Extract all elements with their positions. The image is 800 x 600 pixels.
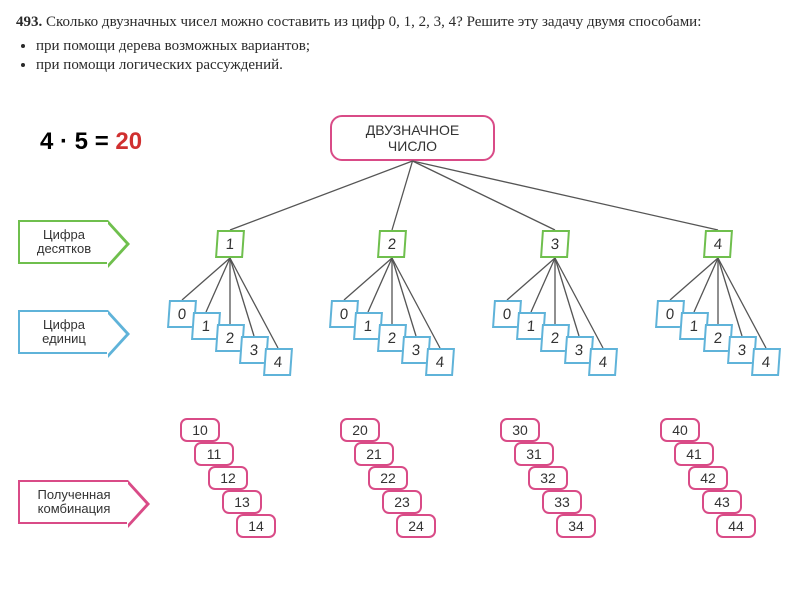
label-tens-text: Цифра десятков (24, 228, 104, 257)
calc-lhs: 4 · 5 = (40, 128, 109, 155)
result-box: 40 (660, 418, 700, 442)
bullet-item: при помощи логических рассуждений. (36, 57, 784, 74)
tens-digit-box: 1 (215, 230, 245, 258)
problem-text: Сколько двузначных чисел можно составить… (46, 14, 701, 30)
result-box: 41 (674, 442, 714, 466)
result-box: 14 (236, 514, 276, 538)
result-box: 32 (528, 466, 568, 490)
label-units: Цифра единиц (8, 310, 108, 354)
units-digit-box: 4 (425, 348, 455, 376)
tens-digit-box: 2 (377, 230, 407, 258)
calculation: 4 · 5 = 20 (40, 128, 142, 156)
problem-bullets: при помощи дерева возможных вариантов; п… (16, 38, 784, 74)
result-box: 12 (208, 466, 248, 490)
label-units-text: Цифра единиц (24, 318, 104, 347)
result-box: 31 (514, 442, 554, 466)
result-box: 23 (382, 490, 422, 514)
problem-number: 493. (16, 14, 42, 30)
units-digit-box: 4 (751, 348, 781, 376)
label-tens: Цифра десятков (8, 220, 108, 264)
result-box: 44 (716, 514, 756, 538)
problem-statement: 493. Сколько двузначных чисел можно сост… (16, 12, 784, 32)
bullet-item: при помощи дерева возможных вариантов; (36, 38, 784, 55)
result-box: 43 (702, 490, 742, 514)
result-box: 21 (354, 442, 394, 466)
result-box: 20 (340, 418, 380, 442)
tens-digit-box: 4 (703, 230, 733, 258)
root-label: ДВУЗНАЧНОЕЧИСЛО (366, 122, 459, 154)
result-box: 34 (556, 514, 596, 538)
label-combo-text: Полученная комбинация (24, 488, 124, 517)
tens-digit-box: 3 (540, 230, 570, 258)
result-box: 22 (368, 466, 408, 490)
calc-answer: 20 (115, 128, 142, 155)
result-box: 11 (194, 442, 234, 466)
units-digit-box: 4 (588, 348, 618, 376)
result-box: 30 (500, 418, 540, 442)
result-box: 10 (180, 418, 220, 442)
result-box: 13 (222, 490, 262, 514)
tree-root: ДВУЗНАЧНОЕЧИСЛО (330, 115, 495, 161)
result-box: 24 (396, 514, 436, 538)
result-box: 42 (688, 466, 728, 490)
result-box: 33 (542, 490, 582, 514)
label-combo: Полученная комбинация (8, 480, 128, 524)
units-digit-box: 4 (263, 348, 293, 376)
